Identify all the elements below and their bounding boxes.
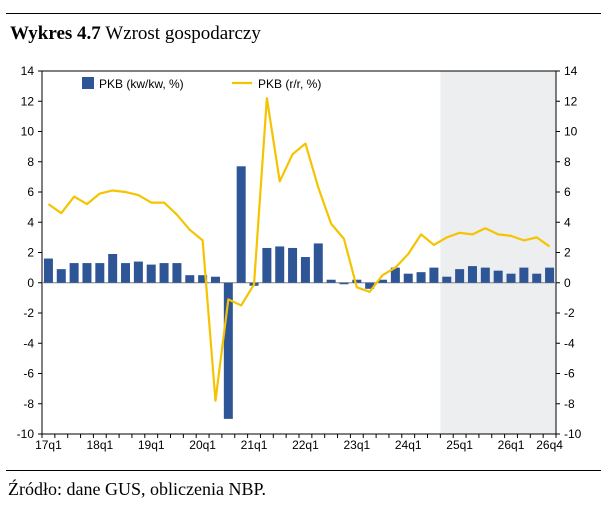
bar-21q2 [262, 247, 272, 283]
x-label-18q1: 18q1 [86, 438, 113, 452]
x-label-24q1: 24q1 [395, 438, 422, 452]
bar-24q4 [442, 276, 452, 283]
bar-21q4 [288, 247, 298, 283]
bar-26q1 [506, 273, 516, 283]
bar-23q4 [390, 267, 400, 283]
bar-20q1 [198, 275, 208, 283]
bar-25q3 [480, 267, 490, 283]
bottom-rule [6, 470, 601, 471]
bar-24q1 [403, 273, 413, 283]
projection-shading [440, 71, 556, 434]
bar-25q4 [493, 270, 503, 283]
y-label-left: -2 [23, 306, 34, 320]
source-note: Źródło: dane GUS, obliczenia NBP. [8, 479, 266, 499]
bar-18q4 [133, 261, 143, 283]
bar-20q3 [223, 282, 233, 419]
y-label-left: 8 [27, 155, 34, 169]
y-label-left: -8 [23, 397, 34, 411]
bar-19q3 [172, 263, 182, 283]
bar-18q2 [108, 254, 118, 283]
bar-17q4 [82, 263, 92, 283]
y-label-left: 10 [21, 125, 35, 139]
x-label-26q1: 26q1 [498, 438, 525, 452]
bar-17q2 [56, 269, 66, 283]
x-label-17q1: 17q1 [35, 438, 62, 452]
bar-20q2 [210, 276, 220, 283]
y-label-left: -6 [23, 367, 34, 381]
bar-19q2 [159, 263, 169, 283]
legend: PKB (kw/kw, %) PKB (r/r, %) [82, 77, 321, 91]
legend-bar-swatch [82, 77, 94, 89]
bar-26q4 [545, 267, 555, 283]
x-label-25q1: 25q1 [446, 438, 473, 452]
bar-19q4 [185, 275, 195, 283]
y-label-right: -8 [564, 397, 575, 411]
y-label-right: 14 [564, 64, 578, 78]
bar-20q4 [236, 166, 246, 283]
bar-17q3 [69, 263, 79, 283]
bar-19q1 [146, 264, 156, 283]
title-text: Wzrost gospodarczy [105, 23, 261, 44]
y-label-left: -10 [17, 427, 35, 441]
bar-24q3 [429, 267, 439, 283]
x-label-19q1: 19q1 [138, 438, 165, 452]
legend-line-label: PKB (r/r, %) [258, 77, 321, 91]
y-label-left: 6 [27, 185, 34, 199]
x-label-23q1: 23q1 [343, 438, 370, 452]
bar-26q2 [519, 267, 529, 283]
y-label-right: 0 [564, 276, 571, 290]
x-label-21q1: 21q1 [241, 438, 268, 452]
y-label-right: 10 [564, 125, 578, 139]
bar-23q2 [365, 282, 375, 289]
y-label-left: 2 [27, 246, 34, 260]
y-label-right: 2 [564, 246, 571, 260]
y-label-right: -10 [564, 427, 582, 441]
y-label-right: -4 [564, 336, 575, 350]
x-label-20q1: 20q1 [189, 438, 216, 452]
y-label-right: 12 [564, 94, 578, 108]
bar-18q1 [95, 263, 105, 283]
bar-26q3 [532, 273, 542, 283]
y-label-left: -4 [23, 336, 34, 350]
x-label-22q1: 22q1 [292, 438, 319, 452]
bar-22q1 [300, 257, 310, 283]
y-label-right: 6 [564, 185, 571, 199]
bar-18q3 [121, 263, 131, 283]
x-label-26q4: 26q4 [536, 438, 563, 452]
y-label-right: 8 [564, 155, 571, 169]
bar-25q1 [455, 269, 465, 283]
bar-23q1 [352, 279, 362, 283]
top-rule [6, 13, 601, 14]
bar-25q2 [467, 266, 477, 283]
bar-21q3 [275, 246, 285, 283]
y-label-left: 14 [21, 64, 35, 78]
title-number: Wykres 4.7 [10, 23, 101, 44]
line-yoy [47, 97, 551, 402]
y-label-left: 12 [21, 94, 35, 108]
bar-22q4 [339, 282, 349, 285]
chart-title: Wykres 4.7 Wzrost gospodarczy [10, 23, 261, 45]
legend-bar-label: PKB (kw/kw, %) [99, 77, 184, 91]
y-label-right: -2 [564, 306, 575, 320]
bar-17q1 [43, 258, 53, 283]
y-label-right: -6 [564, 367, 575, 381]
bar-24q2 [416, 272, 426, 283]
bar-22q2 [313, 243, 323, 283]
bar-22q3 [326, 279, 336, 283]
y-label-left: 0 [27, 276, 34, 290]
bar-23q3 [378, 279, 388, 283]
y-label-right: 4 [564, 215, 571, 229]
y-label-left: 4 [27, 215, 34, 229]
